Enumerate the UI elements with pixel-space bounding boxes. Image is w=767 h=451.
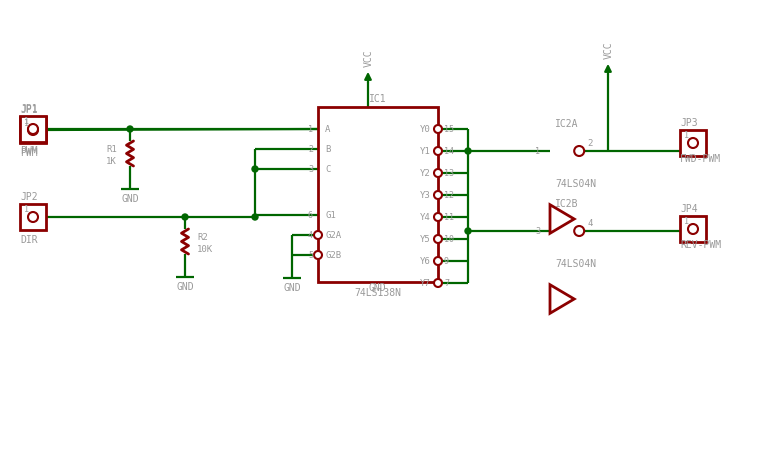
Circle shape [28,212,38,222]
Text: PWM: PWM [20,147,38,158]
Text: 7: 7 [444,279,449,288]
Polygon shape [550,285,574,313]
Circle shape [688,139,698,149]
Text: Y7: Y7 [420,279,431,288]
Bar [680,131,706,156]
Text: R1: R1 [107,145,117,154]
Text: 5: 5 [308,251,313,260]
Polygon shape [550,205,574,234]
Text: 10K: 10K [197,245,213,254]
Circle shape [574,147,584,156]
Text: 74LS138N: 74LS138N [354,287,401,297]
Text: 4: 4 [308,231,313,240]
Text: JP1: JP1 [20,104,38,114]
Text: A: A [325,125,331,134]
Text: PWM: PWM [20,146,38,156]
Text: GND: GND [283,282,301,292]
Circle shape [434,258,442,265]
Text: 1: 1 [684,216,689,225]
Circle shape [434,279,442,287]
Text: 1: 1 [24,118,29,127]
Text: 6: 6 [308,211,313,220]
Text: DIR: DIR [20,235,38,244]
Text: Y1: Y1 [420,147,431,156]
Text: Y3: Y3 [420,191,431,200]
Text: JP2: JP2 [20,192,38,202]
Circle shape [252,166,258,173]
Text: G2A: G2A [325,231,341,240]
Text: 1K: 1K [107,157,117,166]
Text: 2: 2 [308,145,313,154]
Bar [20,205,46,230]
Text: VCC: VCC [604,41,614,59]
Circle shape [465,229,471,235]
Text: G2B: G2B [325,251,341,260]
Text: Y2: Y2 [420,169,431,178]
Text: 12: 12 [444,191,454,200]
Circle shape [28,125,38,135]
Text: B: B [325,145,331,154]
Text: Y6: Y6 [420,257,431,266]
Text: JP1: JP1 [20,105,38,115]
Text: 1: 1 [24,205,29,214]
Text: 13: 13 [444,169,454,178]
Text: GND: GND [368,282,386,292]
Text: 14: 14 [444,147,454,156]
Bar [20,118,46,144]
Text: 1: 1 [535,147,540,156]
Bar [680,216,706,243]
Circle shape [434,170,442,178]
Circle shape [182,215,188,221]
Text: FWD-PWM: FWD-PWM [680,154,721,164]
Text: IC1: IC1 [369,94,387,104]
Text: JP3: JP3 [680,118,698,128]
Text: GND: GND [176,281,194,291]
Circle shape [434,147,442,156]
Text: 74LS04N: 74LS04N [555,258,596,268]
Text: G1: G1 [325,211,336,220]
Text: 3: 3 [535,227,540,236]
Text: VCC: VCC [364,49,374,67]
Text: IC2B: IC2B [555,198,578,208]
Circle shape [465,149,471,155]
Text: R2: R2 [197,233,208,242]
Text: IC2A: IC2A [555,119,578,129]
Text: 2: 2 [588,139,593,148]
Text: 4: 4 [588,219,593,228]
Circle shape [574,226,584,236]
Circle shape [314,231,322,239]
Circle shape [28,126,38,136]
Circle shape [314,252,322,259]
Text: 1: 1 [308,125,313,134]
Circle shape [127,127,133,133]
Circle shape [688,225,698,235]
Text: GND: GND [121,193,139,203]
Text: 9: 9 [444,257,449,266]
Bar [20,117,46,143]
Text: REV-PWM: REV-PWM [680,239,721,249]
Bar [318,108,438,282]
Text: Y0: Y0 [420,125,431,134]
Text: 15: 15 [444,125,454,134]
Text: 11: 11 [444,213,454,222]
Text: 3: 3 [308,165,313,174]
Text: Y5: Y5 [420,235,431,244]
Circle shape [434,213,442,221]
Circle shape [434,235,442,244]
Text: C: C [325,165,331,174]
Text: 1: 1 [684,130,689,139]
Circle shape [434,192,442,199]
Text: Y4: Y4 [420,213,431,222]
Text: 74LS04N: 74LS04N [555,179,596,189]
Text: 1: 1 [24,116,29,125]
Text: JP4: JP4 [680,203,698,213]
Circle shape [434,126,442,133]
Text: 10: 10 [444,235,454,244]
Circle shape [252,215,258,221]
